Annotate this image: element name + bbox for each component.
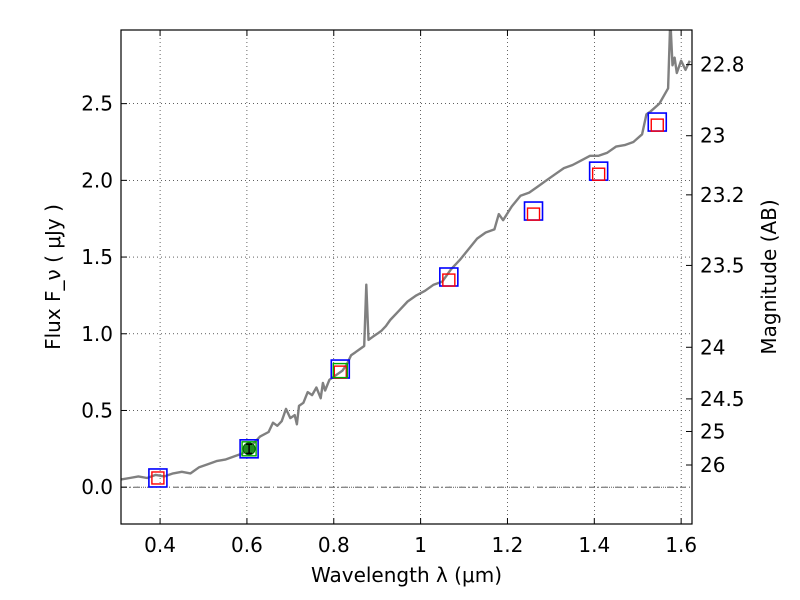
ticks-group: 0.4 0.6 0.8 1 1.2 1.4 1.6 0.0 0.5 1.0 1.5 2.0 2.5 22.… xyxy=(81,30,745,557)
right-tick-label: 25 xyxy=(700,419,725,443)
y-tick-label: 1.5 xyxy=(81,245,113,269)
markers-group xyxy=(148,112,668,488)
observed-photometry-marker xyxy=(650,118,664,132)
observed-photometry-marker xyxy=(151,471,165,485)
right-axis-label: Magnitude (AB) xyxy=(757,199,781,354)
x-tick-label: 1.4 xyxy=(578,533,610,557)
observed-photometry-marker xyxy=(591,167,606,181)
grid xyxy=(121,30,692,524)
x-tick-label: 0.6 xyxy=(231,533,263,557)
observed-photometry-marker xyxy=(442,273,456,287)
model-photometry-marker xyxy=(148,468,168,488)
y-tick-label: 2.0 xyxy=(81,168,113,192)
right-tick-label: 23 xyxy=(700,124,725,148)
green-band-marker xyxy=(241,441,257,457)
y-tick-label: 2.5 xyxy=(81,92,113,116)
green-band-marker xyxy=(332,362,348,379)
right-tick-label: 26 xyxy=(700,453,725,477)
x-tick-label: 1.6 xyxy=(665,533,697,557)
right-tick-label: 23.5 xyxy=(700,253,745,277)
x-axis-label: Wavelength λ (μm) xyxy=(311,563,502,587)
x-tick-label: 1 xyxy=(414,533,427,557)
plot-frame xyxy=(120,29,693,525)
x-tick-label: 0.8 xyxy=(318,533,350,557)
y-axis-label: Flux F_ν ( μJy ) xyxy=(41,204,65,350)
right-tick-label: 22.8 xyxy=(700,53,745,77)
x-tick-label: 0.4 xyxy=(144,533,176,557)
y-tick-label: 1.0 xyxy=(81,322,113,346)
right-tick-label: 23.2 xyxy=(700,183,745,207)
right-tick-label: 24.5 xyxy=(700,387,745,411)
x-tick-label: 1.2 xyxy=(492,533,524,557)
right-tick-label: 24 xyxy=(700,335,725,359)
model-photometry-marker xyxy=(239,439,259,459)
y-tick-label: 0.5 xyxy=(81,398,113,422)
observed-photometry-marker xyxy=(526,207,541,221)
y-tick-label: 0.0 xyxy=(81,475,113,499)
